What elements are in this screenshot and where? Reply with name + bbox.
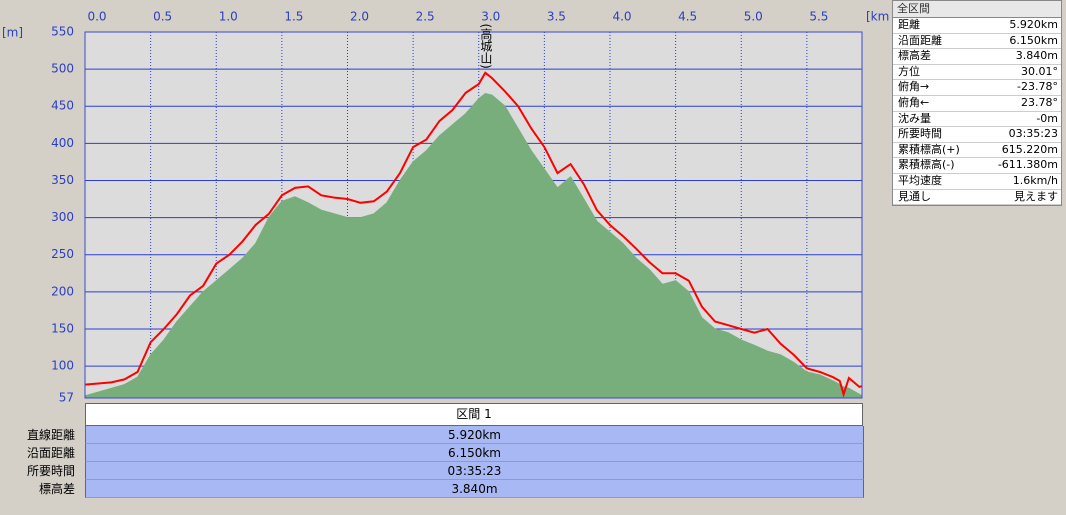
row-value: 6.150km [85,444,864,462]
y-tick-label: 250 [51,247,74,261]
summary-table: 区間 1 直線距離 5.920km 沿面距離 6.150km 所要時間 03:35:23 標… [0,403,864,498]
panel-row: 累積標高(-) -611.380m [893,158,1061,174]
table-row: 直線距離 5.920km [0,426,864,444]
y-tick-label: 150 [51,321,74,335]
panel-value: -0m [1036,111,1058,125]
panel-value: 6.150km [1009,33,1058,47]
panel-label: 俯角← [898,95,930,109]
table-header: 区間 1 [85,403,863,426]
y-tick-label: 450 [51,99,74,113]
y-tick-label: 500 [51,62,74,76]
x-axis-label: [km] [866,10,890,24]
y-tick-label: 300 [51,210,74,224]
x-tick-label: 3.5 [547,10,566,24]
panel-row: 沿面距離 6.150km [893,34,1061,50]
row-label: 沿面距離 [26,446,75,460]
panel-row: 平均速度 1.6km/h [893,174,1061,190]
panel-row: 俯角← 23.78° [893,96,1061,112]
y-tick-label: 400 [51,136,74,150]
y-tick-label: 550 [51,25,74,39]
panel-row: 標高差 3.840m [893,49,1061,65]
panel-label: 所要時間 [898,127,942,141]
y-tick-label: 57 [59,391,74,403]
table-row: 所要時間 03:35:23 [0,462,864,480]
x-tick-label: 1.5 [284,10,303,24]
x-tick-label: 5.0 [744,10,763,24]
panel-value: 30.01° [1021,64,1058,78]
panel-row: 累積標高(+) 615.220m [893,143,1061,159]
row-label: 標高差 [38,482,75,496]
panel-label: 方位 [898,64,920,78]
panel-title: 全区間 [893,1,1061,18]
row-value: 3.840m [85,480,864,498]
panel-value: 615.220m [1001,142,1058,156]
panel-value: 1.6km/h [1012,173,1058,187]
panel-value: 見えます [1014,189,1058,203]
panel-row: 俯角→ -23.78° [893,80,1061,96]
panel-label: 平均速度 [898,173,942,187]
panel-value: 23.78° [1021,95,1058,109]
panel-value: -611.380m [997,158,1058,172]
table-row: 沿面距離 6.150km [0,444,864,462]
x-tick-label: 4.0 [612,10,631,24]
panel-value: 5.920km [1009,18,1058,31]
y-tick-label: 100 [51,359,74,373]
panel-row: 所要時間 03:35:23 [893,127,1061,143]
panel-row: 沈み量 -0m [893,112,1061,128]
panel-row: 見通し 見えます [893,190,1061,206]
panel-label: 距離 [898,18,920,31]
y-axis-label: [m] [2,26,23,40]
panel-label: 沿面距離 [898,33,942,47]
x-tick-label: 0.0 [87,10,106,24]
terrain-area [84,93,863,399]
panel-label: 沈み量 [898,111,931,125]
x-tick-label: 0.5 [153,10,172,24]
panel-value: 3.840m [1015,49,1058,63]
panel-label: 累積標高(-) [898,158,955,172]
panel-row: 方位 30.01° [893,65,1061,81]
panel-label: 見通し [898,189,931,203]
panel-value: 03:35:23 [1008,127,1058,141]
y-tick-label: 200 [51,284,74,298]
info-panel: 全区間 距離 5.920km 沿面距離 6.150km 標高差 3.840m 方位 30.01… [892,0,1062,207]
peak-annotation: (高城山) [479,23,493,68]
panel-value: -23.78° [1017,80,1058,94]
panel-row: 距離 5.920km [893,18,1061,34]
panel-label: 標高差 [898,49,931,63]
table-row: 標高差 3.840m [0,480,864,498]
x-tick-label: 2.0 [350,10,369,24]
row-value: 03:35:23 [85,462,864,480]
route-line [84,71,863,398]
x-tick-label: 5.5 [809,10,828,24]
row-value: 5.920km [85,426,864,444]
panel-label: 俯角→ [898,80,930,94]
x-tick-label: 3.0 [481,10,500,24]
y-tick-label: 350 [51,173,74,187]
profile-chart: [m] [km] 57 100 150 200 250 300 350 400 450 500 55… [2,10,890,403]
x-tick-label: 2.5 [416,10,435,24]
x-tick-label: 1.0 [219,10,238,24]
plot-border [84,31,863,399]
panel-label: 累積標高(+) [898,142,960,156]
row-label: 直線距離 [26,428,75,442]
x-tick-label: 4.5 [678,10,697,24]
row-label: 所要時間 [26,464,75,478]
